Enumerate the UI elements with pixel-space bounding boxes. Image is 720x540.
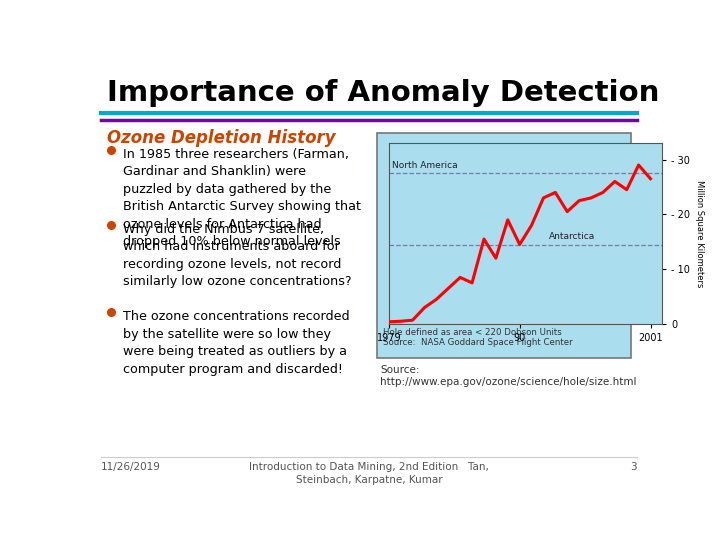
Text: Introduction to Data Mining, 2nd Edition   Tan,
Steinbach, Karpatne, Kumar: Introduction to Data Mining, 2nd Edition… bbox=[249, 462, 489, 485]
Text: Antarctica: Antarctica bbox=[549, 232, 595, 241]
FancyBboxPatch shape bbox=[377, 133, 631, 358]
Text: North America: North America bbox=[392, 161, 458, 170]
Text: Ozone Depletion History: Ozone Depletion History bbox=[107, 129, 336, 147]
Text: Why did the Nimbus 7 satellite,
which had instruments aboard for
recording ozone: Why did the Nimbus 7 satellite, which ha… bbox=[124, 223, 352, 288]
Text: The ozone concentrations recorded
by the satellite were so low they
were being t: The ozone concentrations recorded by the… bbox=[124, 310, 350, 376]
Text: In 1985 three researchers (Farman,
Gardinar and Shanklin) were
puzzled by data g: In 1985 three researchers (Farman, Gardi… bbox=[124, 148, 361, 248]
Text: 3: 3 bbox=[630, 462, 637, 472]
Text: Average Area: Average Area bbox=[467, 159, 542, 169]
Y-axis label: Million Square Kilometers: Million Square Kilometers bbox=[696, 180, 704, 287]
Text: 11/26/2019: 11/26/2019 bbox=[101, 462, 161, 472]
Text: Importance of Anomaly Detection: Importance of Anomaly Detection bbox=[107, 79, 659, 107]
Text: Antarctic Ozone Hole: Antarctic Ozone Hole bbox=[417, 143, 592, 158]
Text: Source:
http://www.epa.gov/ozone/science/hole/size.html: Source: http://www.epa.gov/ozone/science… bbox=[380, 366, 636, 387]
Text: Hole defined as area < 220 Dobson Units
Source:  NASA Goddard Space Flight Cente: Hole defined as area < 220 Dobson Units … bbox=[383, 328, 572, 347]
